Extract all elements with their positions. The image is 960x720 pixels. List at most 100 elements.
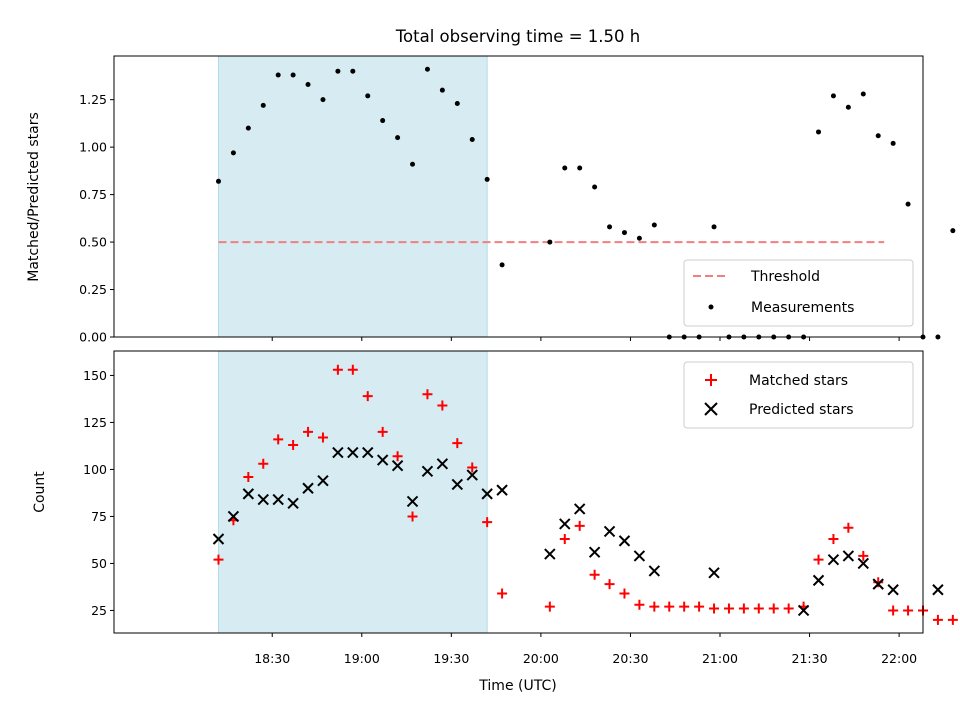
count-axes-frame xyxy=(113,350,924,634)
x-tick-label: 22:00 xyxy=(881,651,917,666)
predicted-star-point xyxy=(648,565,661,577)
matched-star-point xyxy=(332,364,343,375)
matched-star-point xyxy=(574,520,585,531)
matched-star-point xyxy=(497,588,508,599)
matched-star-point xyxy=(482,517,493,528)
predicted-star-point xyxy=(302,482,314,494)
measurement-point xyxy=(577,165,583,171)
matched-star-point xyxy=(467,462,478,473)
predicted-star-point xyxy=(391,459,404,472)
measurement-point xyxy=(816,129,822,135)
predicted-star-point xyxy=(362,446,374,459)
count-panel: 25 50 75 100 125 150 18:30 19:00 19:30 20:00 20:30… xyxy=(32,350,958,694)
measurement-point xyxy=(860,91,866,97)
legend-threshold-label: Threshold xyxy=(750,269,820,285)
y-tick-label: 150 xyxy=(83,368,107,383)
predicted-star-point xyxy=(376,454,389,466)
matched-star-point xyxy=(347,364,358,375)
measurement-point xyxy=(621,230,627,236)
predicted-star-point xyxy=(708,567,720,579)
x-tick-label: 20:00 xyxy=(523,651,559,666)
matched-star-point xyxy=(452,438,463,449)
legend-predicted-label: Predicted stars xyxy=(749,402,854,418)
y-tick-label: 0.75 xyxy=(79,187,107,202)
ratio-legend-box xyxy=(683,259,914,327)
matched-star-point xyxy=(243,471,254,482)
measurement-point xyxy=(499,262,505,268)
ratio-legend: Threshold Measurements xyxy=(683,259,914,327)
matched-star-point xyxy=(437,400,448,411)
matched-star-point xyxy=(738,603,749,614)
matched-star-point xyxy=(664,601,675,612)
measurement-point xyxy=(830,93,836,99)
legend-matched-swatch xyxy=(705,374,717,386)
measurement-point xyxy=(275,72,281,78)
matched-star-point xyxy=(213,554,224,565)
matched-star-point xyxy=(317,432,328,443)
predicted-star-point xyxy=(272,493,284,506)
matched-star-point xyxy=(843,522,854,533)
measurement-point xyxy=(245,125,251,131)
measurement-point xyxy=(230,150,236,156)
predicted-star-point xyxy=(406,495,419,508)
measurement-point xyxy=(380,118,386,124)
matched-star-point xyxy=(873,577,884,588)
count-axis-ticks: 25 50 75 100 125 150 18:30 19:00 19:30 20:00 20:30… xyxy=(83,368,917,666)
y-tick-label: 1.00 xyxy=(79,140,107,155)
x-tick-label: 20:30 xyxy=(612,651,648,666)
measurement-point xyxy=(215,178,221,184)
count-legend-box xyxy=(683,361,914,429)
measurement-point xyxy=(592,184,598,190)
measurement-point xyxy=(636,235,642,241)
x-tick-label: 21:00 xyxy=(702,651,738,666)
predicted-star-point xyxy=(242,488,255,500)
measurement-point xyxy=(711,224,717,230)
predicted-star-point xyxy=(481,488,493,500)
matched-star-point xyxy=(273,434,284,445)
ratio-axes-frame xyxy=(113,55,924,338)
measurement-point xyxy=(890,140,896,146)
predicted-star-point xyxy=(932,584,944,596)
predicted-star-point xyxy=(544,548,556,560)
predicted-star-point xyxy=(603,525,616,538)
measurement-points xyxy=(215,66,956,340)
matched-star-point xyxy=(709,603,720,614)
measurement-point xyxy=(424,66,430,72)
measurement-point xyxy=(562,165,568,171)
x-axis-label: Time (UTC) xyxy=(478,678,556,694)
matched-star-point xyxy=(723,603,734,614)
matched-star-point xyxy=(258,458,269,469)
predicted-star-point xyxy=(347,446,359,459)
measurement-point xyxy=(935,334,941,340)
matched-star-point xyxy=(589,569,600,580)
y-tick-label: 0.00 xyxy=(79,330,107,345)
matched-star-point xyxy=(694,601,705,612)
ratio-panel: 0.00 0.25 0.50 0.75 1.00 1.25 Matched/Predict… xyxy=(26,55,956,345)
matched-star-point xyxy=(303,426,314,437)
matched-star-point xyxy=(947,614,958,625)
legend-predicted-swatch xyxy=(704,402,718,416)
matched-star-point xyxy=(813,554,824,565)
measurement-point xyxy=(320,97,326,103)
matched-star-point xyxy=(288,440,299,450)
chart-title: Total observing time = 1.50 h xyxy=(395,27,640,46)
matched-star-point xyxy=(544,601,555,612)
predicted-star-point xyxy=(559,518,571,530)
legend-measurements-swatch xyxy=(708,304,714,310)
predicted-star-point xyxy=(436,458,449,470)
matched-star-point xyxy=(649,601,660,612)
predicted-star-point xyxy=(872,578,884,590)
measurement-point xyxy=(875,133,881,139)
measurement-point xyxy=(305,81,311,87)
predicted-star-point xyxy=(332,446,344,459)
predicted-star-point xyxy=(857,557,870,570)
predicted-star-point xyxy=(227,510,240,523)
count-legend: Matched stars Predicted stars xyxy=(683,361,914,429)
ratio-y-axis-label: Matched/Predicted stars xyxy=(26,112,42,282)
measurement-point xyxy=(454,100,460,106)
x-tick-label: 18:30 xyxy=(254,651,290,666)
matched-star-point xyxy=(828,534,839,544)
matched-star-point xyxy=(634,599,645,610)
y-tick-label: 125 xyxy=(83,415,107,430)
predicted-star-point xyxy=(827,553,840,566)
